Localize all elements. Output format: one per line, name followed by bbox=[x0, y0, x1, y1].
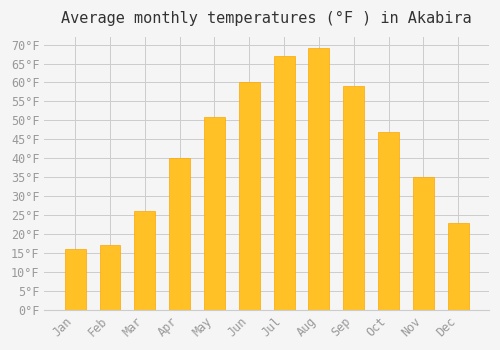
Bar bbox=[64, 249, 86, 310]
Bar bbox=[239, 83, 260, 310]
Bar bbox=[169, 158, 190, 310]
Bar bbox=[274, 56, 294, 310]
Bar bbox=[378, 132, 399, 310]
Bar bbox=[344, 86, 364, 310]
Bar bbox=[134, 211, 155, 310]
Bar bbox=[308, 48, 330, 310]
Bar bbox=[100, 245, 120, 310]
Title: Average monthly temperatures (°F ) in Akabira: Average monthly temperatures (°F ) in Ak… bbox=[62, 11, 472, 26]
Bar bbox=[204, 117, 225, 310]
Bar bbox=[448, 223, 468, 310]
Bar bbox=[413, 177, 434, 310]
